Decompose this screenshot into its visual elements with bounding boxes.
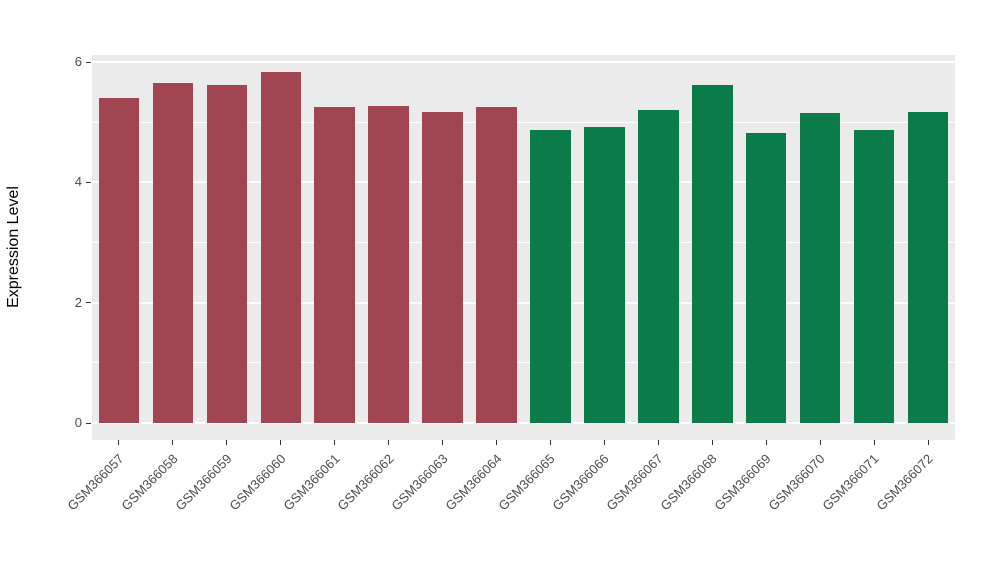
major-gridline <box>92 301 955 304</box>
bar-gsm366057 <box>98 98 140 423</box>
bar-gsm366065 <box>530 130 571 423</box>
x-tick-mark <box>442 440 444 445</box>
bar-gsm366070 <box>799 113 841 423</box>
y-axis-title-text: Expression Level <box>5 186 22 308</box>
x-tick-mark <box>873 440 875 445</box>
bar-gsm366071 <box>853 130 895 423</box>
x-tick-mark <box>334 440 336 445</box>
bar-gsm366064 <box>476 107 517 423</box>
y-tick-mark <box>86 181 91 183</box>
major-gridline <box>92 181 955 184</box>
minor-gridline <box>92 362 955 364</box>
major-gridline <box>92 61 955 64</box>
y-tick-mark <box>86 302 91 304</box>
x-tick-mark <box>711 440 713 445</box>
x-tick-mark <box>765 440 767 445</box>
minor-gridline <box>92 121 955 123</box>
x-tick-mark <box>172 440 174 445</box>
bar-gsm366063 <box>422 112 463 423</box>
minor-gridline <box>92 242 955 244</box>
x-tick-mark <box>280 440 282 445</box>
x-tick-mark <box>819 440 821 445</box>
y-tick-mark <box>86 422 91 424</box>
x-tick-mark <box>657 440 659 445</box>
bar-gsm366058 <box>152 83 194 423</box>
bar-gsm366061 <box>314 107 355 423</box>
bar-gsm366067 <box>638 110 679 423</box>
bar-gsm366068 <box>692 85 733 423</box>
y-tick-label: 0 <box>74 415 82 430</box>
x-tick-mark <box>603 440 605 445</box>
bar-gsm366060 <box>260 72 301 423</box>
y-tick-label: 4 <box>74 174 82 190</box>
plot-panel <box>92 55 955 440</box>
x-tick-mark <box>927 440 929 445</box>
x-tick-mark <box>549 440 551 445</box>
y-tick-label: 6 <box>74 54 82 70</box>
x-tick-mark <box>226 440 228 445</box>
x-tick-mark <box>496 440 498 445</box>
bar-gsm366062 <box>368 106 409 423</box>
y-tick-label: 2 <box>74 294 82 310</box>
bar-gsm366072 <box>907 112 949 423</box>
bar-gsm366066 <box>584 127 625 423</box>
x-tick-mark <box>118 440 120 445</box>
bar-gsm366069 <box>745 132 787 423</box>
y-tick-mark <box>86 61 91 63</box>
bar-gsm366059 <box>206 85 248 423</box>
x-tick-mark <box>388 440 390 445</box>
major-gridline <box>92 422 955 424</box>
